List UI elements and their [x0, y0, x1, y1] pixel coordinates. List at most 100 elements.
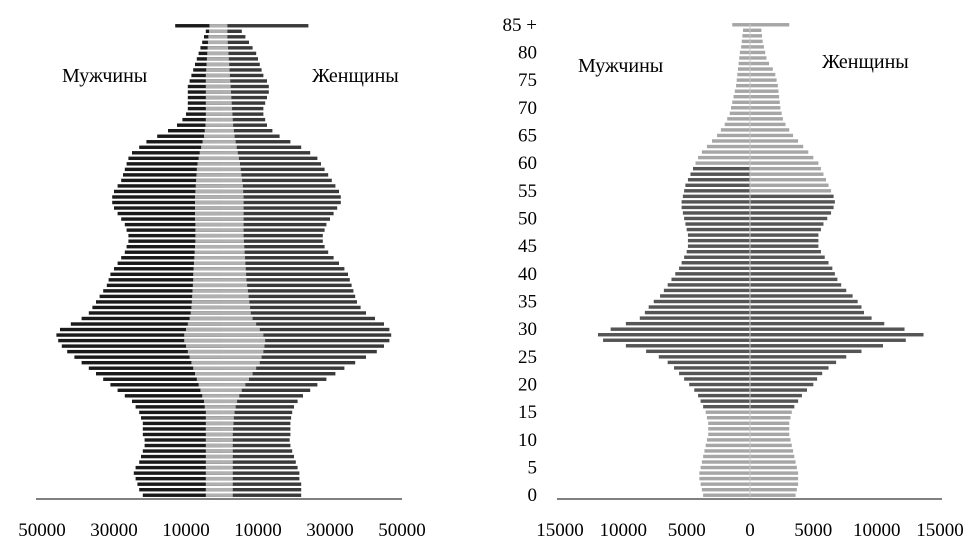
right-male-bar-age-8 [704, 449, 750, 453]
left-total-female-bar-age-66 [222, 128, 273, 133]
right-male-bar-age-62 [701, 150, 750, 154]
left-urban-male-bar-age-81 [207, 46, 222, 50]
left-urban-female-bar-age-45 [222, 244, 245, 249]
right-y-tick-label-4: 20 [518, 375, 537, 396]
left-urban-male-bar-age-29 [184, 333, 222, 337]
left-total-male-bar-age-60 [126, 162, 222, 166]
right-female-bar-age-76 [750, 72, 776, 77]
left-total-female-bar-age-71 [222, 101, 266, 105]
right-female-bar-age-54 [750, 194, 834, 199]
right-female-bar-age-60 [750, 161, 819, 165]
left-total-female-bar-age-8 [222, 449, 293, 453]
right-y-tick-label-11: 55 [518, 181, 537, 202]
left-total-female-bar-age-13 [222, 421, 291, 426]
left-total-male-bar-age-6 [139, 460, 222, 464]
right-female-bar-age-2 [750, 482, 799, 486]
left-urban-female-bar-age-85 [222, 24, 228, 28]
left-urban-female-bar-age-54 [222, 195, 244, 199]
right-x-tick-labels: 15000 10000 5000 0 5000 10000 15000 [536, 520, 964, 540]
left-total-male-bar-age-68 [182, 117, 222, 122]
left-total-male-bar-age-2 [137, 482, 222, 486]
right-female-bar-age-56 [750, 183, 829, 187]
left-urban-female-bar-age-60 [222, 162, 240, 166]
left-total-female-bar-age-65 [222, 134, 280, 138]
right-female-bar-age-66 [750, 128, 790, 132]
right-female-bar-age-5 [750, 465, 797, 470]
right-female-bar-age-42 [750, 261, 829, 265]
left-total-female-bar-age-35 [222, 300, 357, 304]
left-urban-male-bar-age-10 [205, 438, 222, 442]
right-y-tick-label-16: 80 [518, 42, 537, 63]
right-y-tick-label-7: 35 [518, 292, 537, 313]
right-male-bar-age-28 [603, 338, 750, 342]
left-total-female-bar-age-40 [222, 272, 348, 277]
left-total-male-bar-age-28 [58, 338, 223, 343]
left-total-female-bar-age-63 [222, 145, 302, 149]
left-urban-female-bar-age-39 [222, 278, 247, 282]
left-urban-male-bar-age-26 [187, 349, 222, 354]
right-female-bar-age-32 [750, 316, 872, 320]
left-urban-female-bar-age-63 [222, 145, 237, 149]
right-female-bar-age-45 [750, 244, 819, 248]
left-total-male-bar-age-16 [135, 405, 222, 409]
left-urban-female-bar-age-80 [222, 51, 229, 56]
left-urban-male-bar-age-24 [191, 360, 222, 365]
left-total-male-bar-age-24 [81, 360, 222, 365]
right-male-bar-age-74 [736, 83, 750, 88]
left-total-female-bar-age-79 [222, 57, 258, 61]
right-y-tick-label-1: 5 [528, 458, 538, 479]
right-female-bar-age-30 [750, 327, 905, 331]
left-urban-female-bar-age-15 [222, 410, 235, 415]
left-urban-female-bar-age-20 [222, 383, 246, 387]
left-urban-female-bar-age-77 [222, 68, 230, 72]
left-x-tick-labels: 50000 30000 10000 10000 30000 50000 [18, 520, 426, 540]
left-urban-male-bar-age-46 [195, 239, 222, 243]
left-urban-male-bar-age-21 [196, 377, 222, 381]
left-total-male-bar-age-44 [124, 250, 222, 254]
right-female-bar-age-67 [750, 122, 786, 127]
right-male-bar-age-36 [660, 294, 750, 298]
left-total-female-bar-age-55 [222, 189, 339, 194]
right-female-bar-age-7 [750, 454, 795, 459]
right-female-bar-age-78 [750, 61, 769, 66]
left-total-female-bar-age-18 [222, 394, 303, 398]
left-urban-male-bar-age-50 [195, 217, 222, 221]
right-male-bar-age-3 [699, 476, 750, 481]
right-female-bar-age-47 [750, 233, 819, 237]
left-total-male-bar-age-17 [132, 399, 222, 404]
right-female-bar-age-3 [750, 476, 799, 481]
left-urban-male-bar-age-38 [192, 283, 222, 288]
right-male-bar-age-5 [700, 465, 750, 470]
left-x-tick-label-4: 30000 [306, 520, 354, 540]
right-x-tick-label-5: 10000 [853, 520, 901, 540]
right-male-bar-age-1 [701, 487, 750, 492]
left-urban-female-bar-age-62 [222, 151, 238, 155]
right-female-bar-age-40 [750, 272, 835, 276]
right-female-bar-age-61 [750, 155, 814, 160]
right-male-bar-age-29 [598, 333, 750, 337]
left-urban-male-bar-age-33 [190, 311, 222, 315]
left-urban-female-bar-age-48 [222, 228, 244, 232]
right-male-bar-age-41 [679, 266, 750, 271]
right-male-bar-age-16 [703, 404, 750, 409]
left-urban-male-bar-age-83 [208, 35, 222, 39]
left-total-male-bar-age-3 [135, 476, 222, 481]
left-total-male-bar-age-85 [175, 24, 222, 28]
left-total-male-bar-age-61 [128, 156, 222, 161]
left-total-female-bar-age-70 [222, 106, 264, 111]
left-x-tick-label-3: 10000 [234, 520, 282, 540]
left-urban-male-bar-age-85 [209, 24, 222, 28]
left-urban-male-bar-age-56 [195, 184, 222, 188]
right-female-bar-age-34 [750, 305, 862, 309]
right-female-bar-age-69 [750, 111, 782, 116]
right-male-bar-age-44 [686, 249, 750, 254]
left-urban-male-bar-age-16 [204, 405, 222, 409]
right-male-bar-age-0 [703, 493, 750, 497]
right-male-bar-age-64 [712, 139, 750, 143]
left-urban-male-bar-age-23 [193, 366, 222, 370]
right-male-bar-age-6 [701, 460, 750, 464]
left-total-male-bar-age-74 [187, 84, 222, 89]
left-urban-male-bar-age-4 [205, 471, 222, 475]
left-urban-female-bar-age-53 [222, 200, 244, 205]
left-urban-female-bar-age-14 [222, 416, 234, 420]
